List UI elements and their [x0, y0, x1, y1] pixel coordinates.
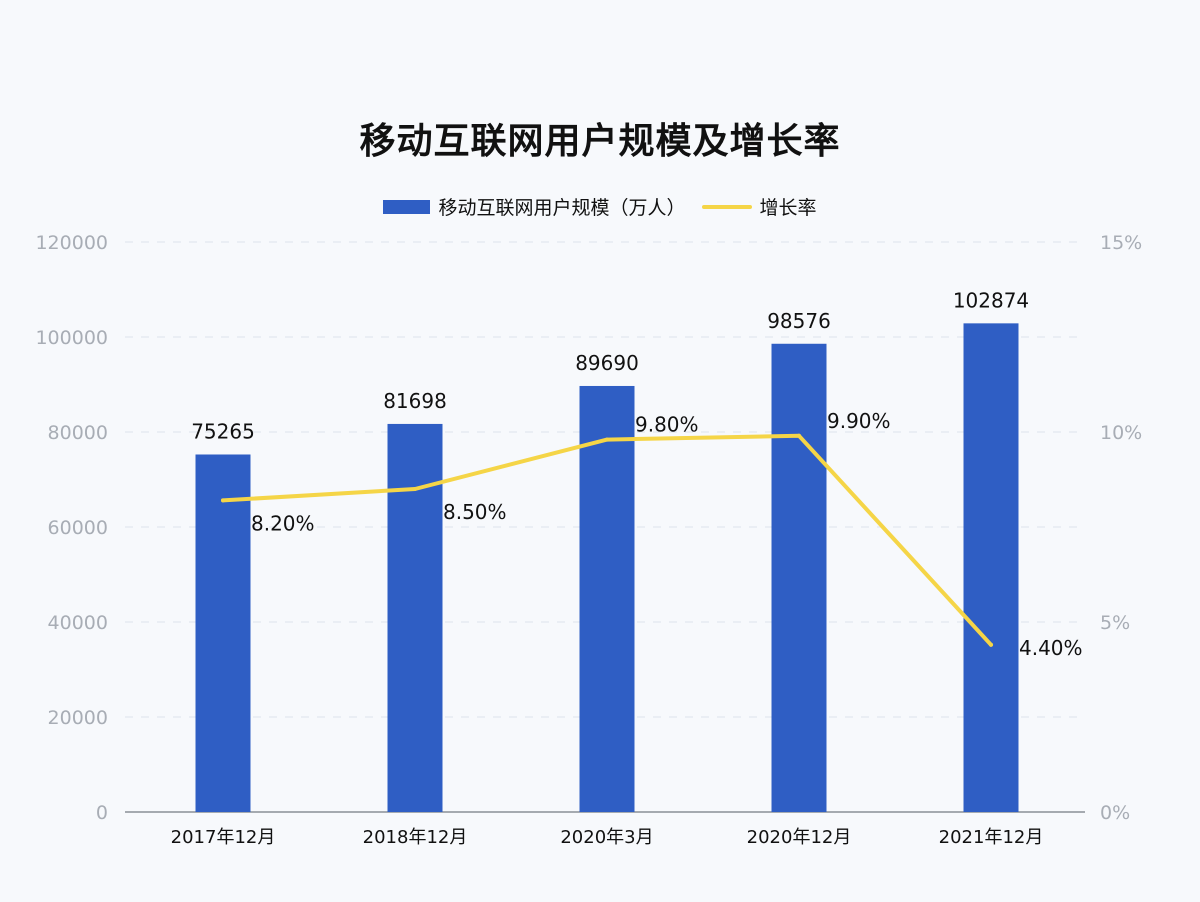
- y-right-tick-label: 10%: [1100, 422, 1142, 444]
- bar-data-label: 89690: [575, 351, 639, 375]
- bar-data-label: 81698: [383, 389, 447, 413]
- y-left-tick-label: 80000: [48, 422, 108, 444]
- y-right-tick-label: 0%: [1100, 802, 1130, 824]
- growth-data-label: 4.40%: [1019, 636, 1083, 660]
- legend-label-users: 移动互联网用户规模（万人）: [438, 197, 686, 219]
- y-right-tick-label: 5%: [1100, 612, 1130, 634]
- bar: [771, 343, 827, 812]
- bar-data-label: 75265: [191, 419, 255, 443]
- growth-point: [605, 437, 609, 442]
- x-tick-label: 2017年12月: [171, 827, 276, 848]
- y-left-tick-label: 20000: [48, 707, 108, 729]
- growth-point: [797, 433, 801, 438]
- y-left-tick-label: 60000: [48, 517, 108, 539]
- growth-data-label: 8.50%: [443, 500, 507, 524]
- growth-point: [413, 487, 417, 491]
- bar-data-label: 102874: [953, 288, 1029, 312]
- growth-data-label: 9.80%: [635, 413, 699, 437]
- x-tick-label: 2021年12月: [939, 827, 1044, 848]
- bar: [963, 323, 1019, 812]
- y-left-tick-label: 40000: [48, 612, 108, 634]
- y-left-tick-label: 0: [96, 802, 108, 824]
- legend-line-swatch: [701, 204, 752, 209]
- chart-title: 移动互联网用户规模及增长率: [359, 121, 841, 162]
- legend: 移动互联网用户规模（万人） 增长率: [0, 193, 1200, 220]
- growth-data-label: 9.90%: [827, 409, 891, 433]
- bar-data-label: 98576: [767, 309, 831, 333]
- x-tick-label: 2018年12月: [363, 827, 468, 848]
- legend-bar-swatch: [383, 199, 431, 214]
- bar: [579, 385, 635, 812]
- y-left-tick-label: 100000: [35, 327, 108, 349]
- bar: [195, 454, 251, 812]
- growth-point: [989, 642, 993, 647]
- y-right-tick-label: 15%: [1100, 232, 1142, 254]
- x-tick-label: 2020年12月: [747, 827, 852, 848]
- growth-data-label: 8.20%: [251, 511, 315, 535]
- x-tick-label: 2020年3月: [560, 827, 653, 848]
- growth-point: [221, 498, 225, 503]
- y-left-tick-label: 120000: [35, 232, 108, 254]
- legend-label-growth: 增长率: [759, 197, 817, 219]
